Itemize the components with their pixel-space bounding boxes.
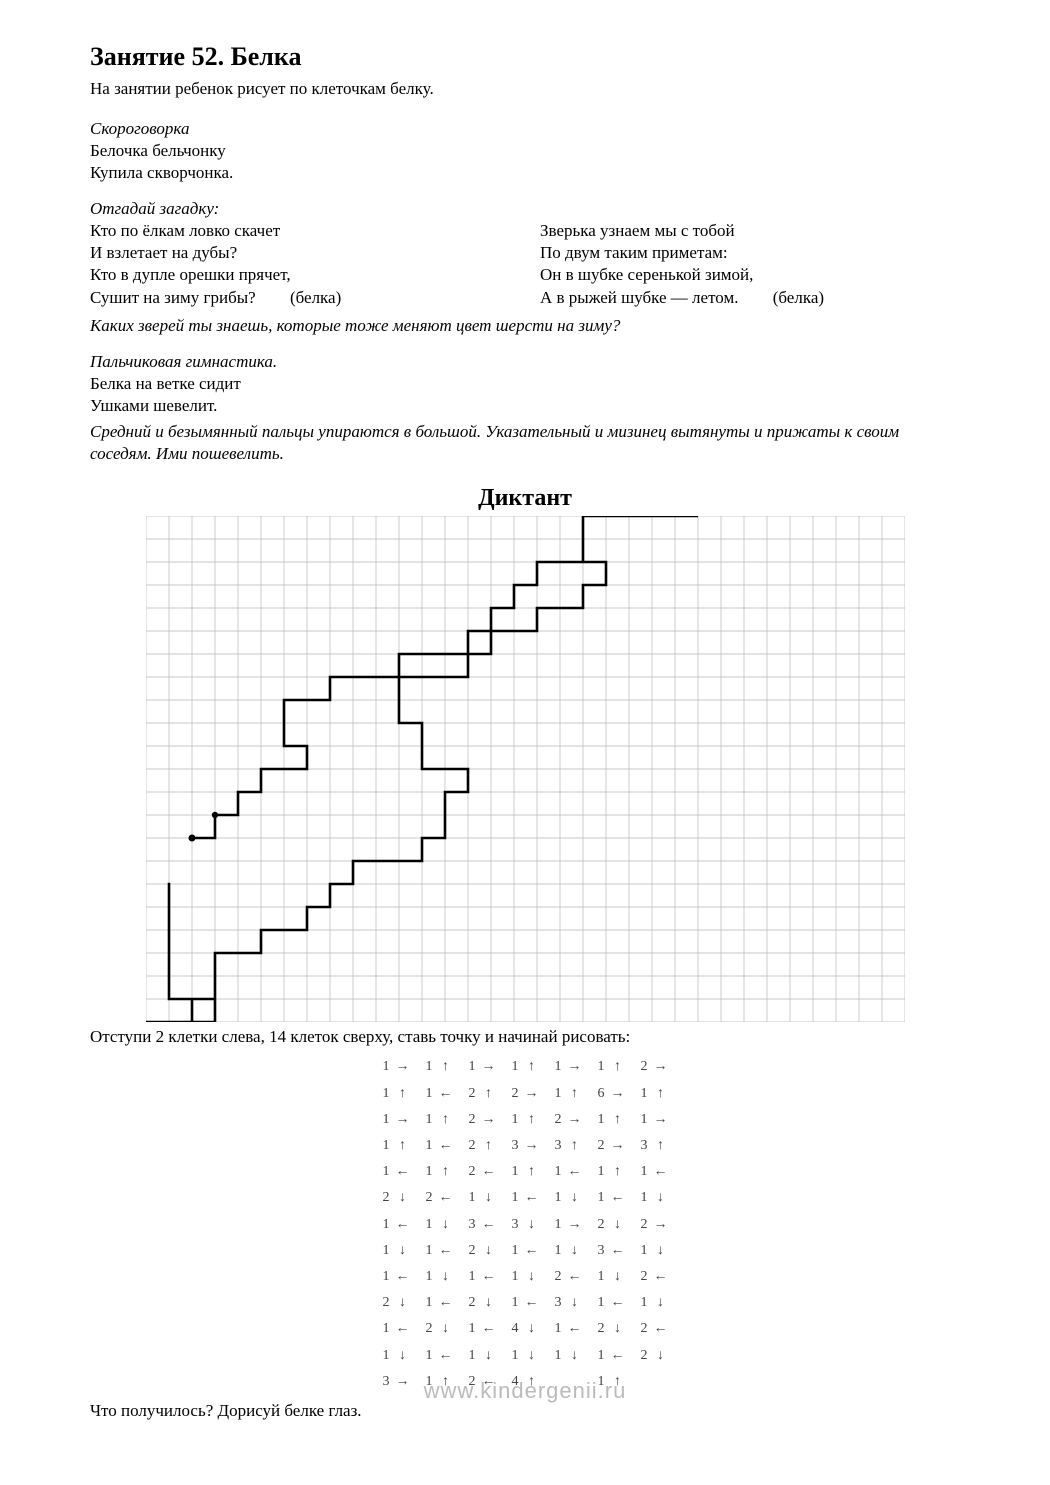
riddle-line: И взлетает на дубы? — [90, 242, 510, 264]
riddle-line: По двум таким приметам: — [540, 242, 960, 264]
riddle-answer: (белка) — [290, 288, 341, 307]
riddle-left: Кто по ёлкам ловко скачет И взлетает на … — [90, 220, 510, 308]
tongue-line: Белочка бельчонку — [90, 140, 960, 162]
riddle-right: Зверька узнаем мы с тобой По двум таким … — [540, 220, 960, 308]
riddle-line: Кто в дупле орешки прячет, — [90, 264, 510, 286]
riddle-label: Отгадай загадку: — [90, 198, 960, 220]
dictation-grid — [146, 516, 905, 1022]
final-question: Что получилось? Дорисуй белке глаз. — [90, 1400, 960, 1422]
start-instruction: Отступи 2 клетки слева, 14 клеток сверху… — [90, 1026, 960, 1048]
page-title: Занятие 52. Белка — [90, 40, 960, 74]
riddle-line: Зверька узнаем мы с тобой — [540, 220, 960, 242]
dictation-title: Диктант — [90, 483, 960, 514]
finger-line: Ушками шевелит. — [90, 395, 960, 417]
riddle-line: Сушит на зиму грибы? — [90, 288, 256, 307]
steps-table: 1→1↑1→1↑1→1↑2→1↑1←2↑2→1↑6→1↑1→1↑2→1↑2→1↑… — [375, 1054, 676, 1394]
riddle-line: А в рыжей шубке — летом. — [540, 288, 738, 307]
tongue-label: Скороговорка — [90, 118, 960, 140]
finger-label: Пальчиковая гимнастика. — [90, 351, 960, 373]
finger-block: Пальчиковая гимнастика. Белка на ветке с… — [90, 351, 960, 465]
tongue-twister-block: Скороговорка Белочка бельчонку Купила ск… — [90, 118, 960, 184]
riddle-line: Он в шубке серенькой зимой, — [540, 264, 960, 286]
finger-instruction: Средний и безымянный пальцы упираются в … — [90, 421, 960, 465]
riddle-answer: (белка) — [773, 288, 824, 307]
finger-line: Белка на ветке сидит — [90, 373, 960, 395]
subtitle: На занятии ребенок рисует по клеточкам б… — [90, 78, 960, 100]
riddle-line: Кто по ёлкам ловко скачет — [90, 220, 510, 242]
riddle-block: Отгадай загадку: Кто по ёлкам ловко скач… — [90, 198, 960, 337]
riddle-followup: Каких зверей ты знаешь, которые тоже мен… — [90, 315, 960, 337]
tongue-line: Купила скворчонка. — [90, 162, 960, 184]
